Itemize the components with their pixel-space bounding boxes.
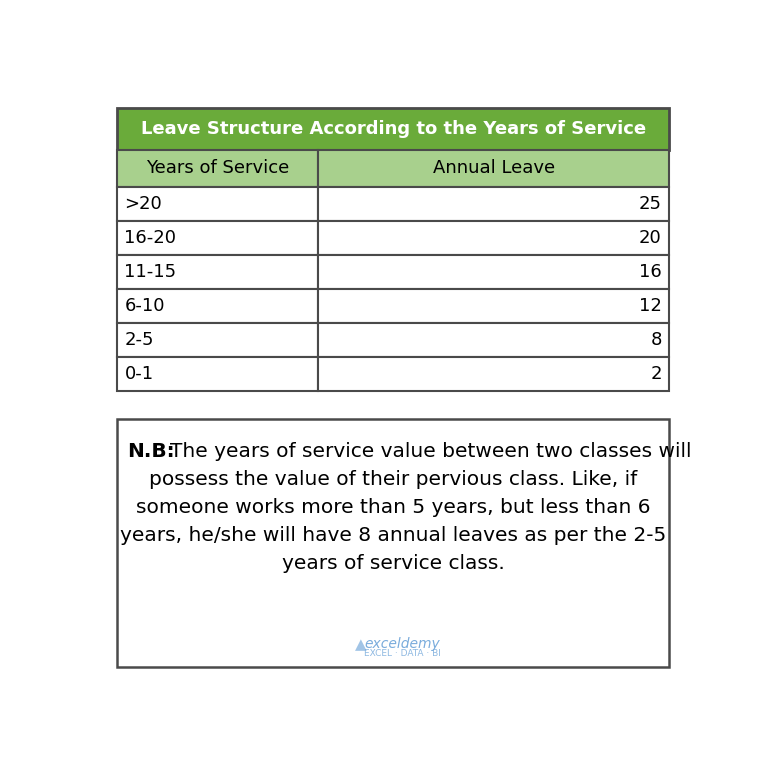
- FancyBboxPatch shape: [318, 357, 670, 390]
- Text: 2: 2: [650, 365, 662, 383]
- Text: ▲: ▲: [354, 637, 367, 652]
- FancyBboxPatch shape: [117, 187, 318, 221]
- Text: Leave Structure According to the Years of Service: Leave Structure According to the Years o…: [140, 119, 646, 138]
- FancyBboxPatch shape: [318, 221, 670, 255]
- Text: years, he/she will have 8 annual leaves as per the 2-5: years, he/she will have 8 annual leaves …: [120, 526, 667, 545]
- Text: 16: 16: [639, 263, 662, 281]
- Text: someone works more than 5 years, but less than 6: someone works more than 5 years, but les…: [136, 498, 650, 517]
- FancyBboxPatch shape: [117, 108, 670, 150]
- FancyBboxPatch shape: [117, 419, 670, 667]
- FancyBboxPatch shape: [117, 288, 318, 323]
- Text: >20: >20: [124, 195, 162, 213]
- Text: 25: 25: [639, 195, 662, 213]
- Text: 11-15: 11-15: [124, 263, 176, 281]
- Text: 16-20: 16-20: [124, 229, 176, 247]
- Text: exceldemy: exceldemy: [364, 638, 440, 651]
- FancyBboxPatch shape: [318, 288, 670, 323]
- Text: Annual Leave: Annual Leave: [433, 159, 555, 177]
- Text: possess the value of their pervious class. Like, if: possess the value of their pervious clas…: [149, 470, 637, 489]
- FancyBboxPatch shape: [117, 150, 318, 187]
- Text: 12: 12: [639, 297, 662, 315]
- Text: years of service class.: years of service class.: [281, 554, 505, 573]
- Text: 2-5: 2-5: [124, 331, 154, 349]
- FancyBboxPatch shape: [117, 221, 318, 255]
- Text: Years of Service: Years of Service: [146, 159, 289, 177]
- Text: 20: 20: [639, 229, 662, 247]
- FancyBboxPatch shape: [318, 150, 670, 187]
- FancyBboxPatch shape: [318, 187, 670, 221]
- Text: 6-10: 6-10: [124, 297, 165, 315]
- FancyBboxPatch shape: [117, 357, 318, 390]
- Text: EXCEL · DATA · BI: EXCEL · DATA · BI: [364, 649, 440, 658]
- FancyBboxPatch shape: [117, 255, 318, 288]
- Text: 0-1: 0-1: [124, 365, 153, 383]
- Text: 8: 8: [650, 331, 662, 349]
- FancyBboxPatch shape: [318, 323, 670, 357]
- FancyBboxPatch shape: [117, 323, 318, 357]
- Text: N.B:: N.B:: [127, 441, 175, 460]
- FancyBboxPatch shape: [318, 255, 670, 288]
- Text: The years of service value between two classes will: The years of service value between two c…: [170, 441, 692, 460]
